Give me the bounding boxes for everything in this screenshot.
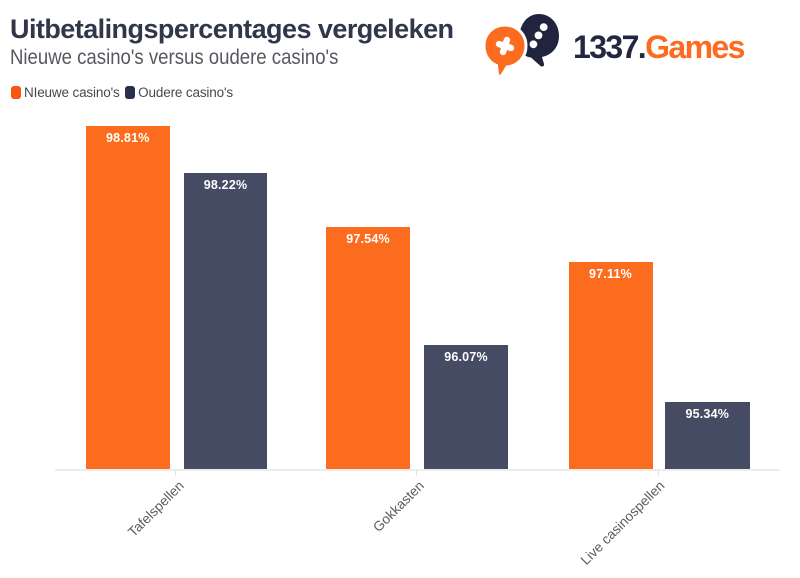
svg-text:1337.Games: 1337.Games <box>573 29 745 65</box>
